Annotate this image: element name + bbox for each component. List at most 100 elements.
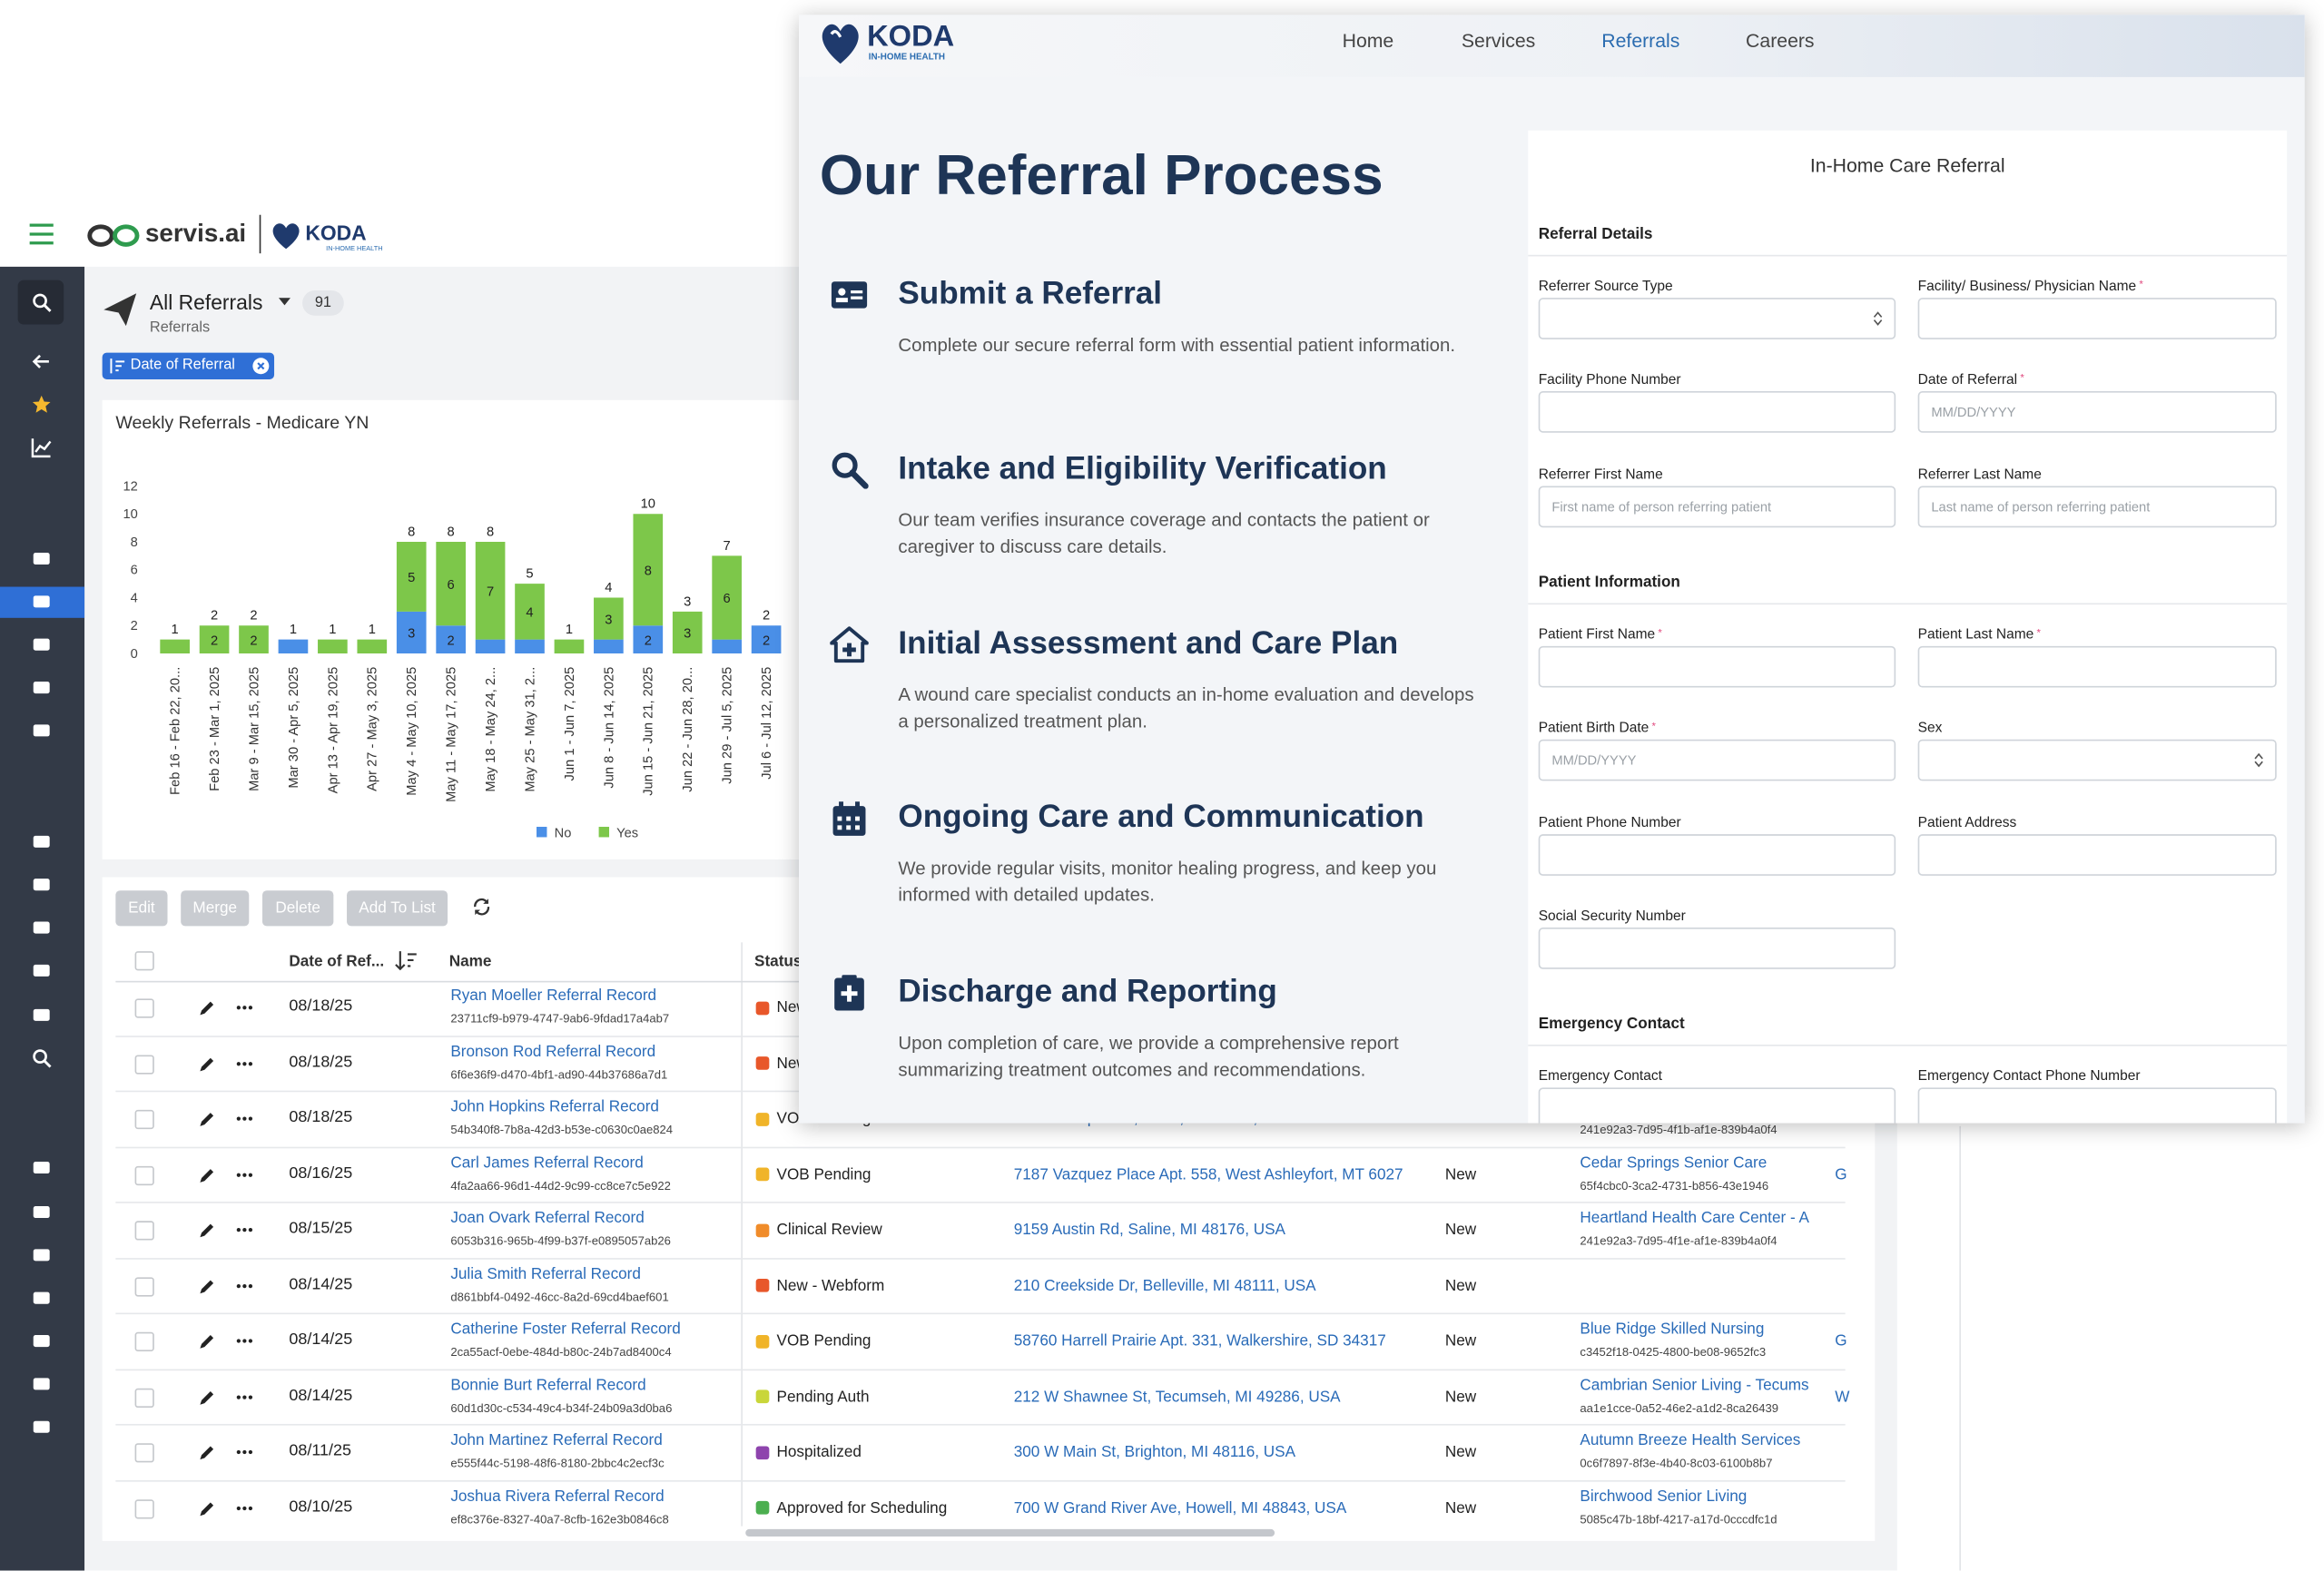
extra-link[interactable]: W	[1835, 1387, 1850, 1406]
text-input[interactable]: MM/DD/YYYY	[1538, 739, 1896, 781]
record-link[interactable]: John Martinez Referral Record	[450, 1431, 663, 1449]
text-input[interactable]	[1538, 645, 1896, 688]
sidebar-icon[interactable]	[31, 351, 52, 372]
row-actions[interactable]	[199, 1388, 261, 1406]
checkbox[interactable]	[134, 998, 154, 1018]
sidebar-icon[interactable]	[31, 1288, 52, 1309]
search-box[interactable]	[17, 280, 64, 325]
list-title[interactable]: All Referrals	[149, 290, 263, 315]
chip-close[interactable]	[251, 356, 271, 377]
text-input[interactable]	[1538, 1087, 1896, 1124]
record-link[interactable]: Joan Ovark Referral Record	[450, 1209, 645, 1227]
address-link[interactable]: 300 W Main St, Brighton, MI 48116, USA	[1013, 1443, 1296, 1461]
row-actions[interactable]	[199, 1055, 261, 1073]
sidebar-icon[interactable]	[31, 634, 52, 655]
checkbox[interactable]	[134, 1498, 154, 1518]
address-link[interactable]: 58760 Harrell Prairie Apt. 331, Walkersh…	[1013, 1331, 1386, 1350]
facility-link[interactable]: Cedar Springs Senior Care	[1580, 1154, 1768, 1172]
text-input[interactable]: Last name of person referring patient	[1917, 486, 2277, 527]
row-actions[interactable]	[199, 1277, 261, 1295]
address-link[interactable]: 7187 Vazquez Place Apt. 558, West Ashley…	[1013, 1165, 1403, 1183]
select-input[interactable]	[1538, 298, 1896, 339]
row-actions[interactable]	[199, 998, 261, 1016]
row-actions[interactable]	[199, 1165, 261, 1183]
address-link[interactable]: 212 W Shawnee St, Tecumseh, MI 49286, US…	[1013, 1387, 1341, 1406]
checkbox[interactable]	[134, 1109, 154, 1130]
sidebar-icon[interactable]	[31, 918, 52, 938]
toolbar-button[interactable]: Add To List	[347, 890, 448, 927]
row-actions[interactable]	[199, 1498, 261, 1517]
text-input[interactable]	[1917, 298, 2277, 339]
record-link[interactable]: Ryan Moeller Referral Record	[450, 987, 657, 1005]
sidebar-icon[interactable]	[31, 1047, 52, 1068]
text-input[interactable]	[1538, 391, 1896, 434]
menu-icon[interactable]	[26, 222, 56, 246]
checkbox[interactable]	[134, 1221, 154, 1241]
sort-chip[interactable]	[102, 352, 275, 379]
checkbox[interactable]	[134, 1054, 154, 1074]
facility-link[interactable]: Heartland Health Care Center - A	[1580, 1209, 1809, 1227]
record-link[interactable]: Bonnie Burt Referral Record	[450, 1375, 646, 1394]
address-link[interactable]: 9159 Austin Rd, Saline, MI 48176, USA	[1013, 1221, 1285, 1239]
checkbox[interactable]	[134, 1331, 154, 1351]
text-input[interactable]	[1538, 833, 1896, 876]
sidebar-icon[interactable]	[31, 720, 52, 741]
nav-link[interactable]: Services	[1461, 29, 1536, 53]
nav-link[interactable]: Home	[1342, 29, 1394, 53]
nav-link[interactable]: Referrals	[1601, 29, 1680, 53]
toolbar-button[interactable]: Edit	[115, 890, 168, 927]
checkbox[interactable]	[134, 1443, 154, 1463]
sidebar-icon[interactable]	[31, 1373, 52, 1394]
caret[interactable]	[278, 298, 290, 307]
facility-link[interactable]: Autumn Breeze Health Services	[1580, 1431, 1801, 1449]
record-link[interactable]: John Hopkins Referral Record	[450, 1097, 659, 1116]
text-input[interactable]	[1917, 833, 2277, 876]
text-input[interactable]	[1917, 645, 2277, 688]
extra-link[interactable]: G	[1835, 1331, 1847, 1350]
checkbox[interactable]	[134, 1387, 154, 1408]
facility-link[interactable]: Birchwood Senior Living	[1580, 1487, 1748, 1505]
record-link[interactable]: Carl James Referral Record	[450, 1154, 644, 1172]
nav-link[interactable]: Careers	[1746, 29, 1815, 53]
row-actions[interactable]	[199, 1110, 261, 1128]
column-header[interactable]: Name	[448, 952, 492, 971]
sidebar-icon[interactable]	[31, 1417, 52, 1438]
sidebar-icon[interactable]	[31, 292, 52, 313]
address-link[interactable]: 210 Creekside Dr, Belleville, MI 48111, …	[1013, 1276, 1316, 1295]
sidebar-icon[interactable]	[31, 394, 52, 415]
sidebar-icon[interactable]	[31, 1330, 52, 1351]
text-input[interactable]	[1917, 1087, 2277, 1124]
column-header[interactable]: Status	[754, 952, 803, 971]
row-actions[interactable]	[199, 1221, 261, 1239]
record-link[interactable]: Julia Smith Referral Record	[450, 1264, 641, 1283]
sidebar-icon[interactable]	[31, 437, 52, 458]
sidebar-icon[interactable]	[31, 677, 52, 698]
sidebar-icon[interactable]	[31, 831, 52, 852]
row-actions[interactable]	[199, 1332, 261, 1350]
column-header[interactable]: Date of Ref...	[289, 952, 385, 971]
toolbar-button[interactable]: Delete	[261, 890, 334, 927]
checkbox[interactable]	[134, 951, 154, 971]
text-input[interactable]: First name of person referring patient	[1538, 486, 1896, 527]
address-link[interactable]: 700 W Grand River Ave, Howell, MI 48843,…	[1013, 1498, 1347, 1517]
record-link[interactable]: Joshua Rivera Referral Record	[450, 1487, 665, 1505]
record-link[interactable]: Catherine Foster Referral Record	[450, 1320, 681, 1339]
refresh-icon[interactable]	[471, 897, 492, 918]
sidebar-icon[interactable]	[31, 1202, 52, 1222]
toolbar-button[interactable]: Merge	[181, 890, 250, 927]
sidebar-icon[interactable]	[31, 960, 52, 981]
text-input[interactable]: MM/DD/YYYY	[1917, 391, 2277, 434]
scrollbar[interactable]	[745, 1528, 1275, 1537]
select-input[interactable]	[1917, 739, 2277, 781]
sidebar-icon[interactable]	[31, 1244, 52, 1265]
checkbox[interactable]	[134, 1276, 154, 1296]
facility-link[interactable]: Cambrian Senior Living - Tecums	[1580, 1375, 1809, 1394]
sidebar-icon[interactable]	[31, 548, 52, 569]
sidebar-icon[interactable]	[31, 591, 52, 612]
sidebar-icon[interactable]	[31, 1157, 52, 1178]
extra-link[interactable]: G	[1835, 1165, 1847, 1183]
facility-link[interactable]: Blue Ridge Skilled Nursing	[1580, 1320, 1765, 1339]
text-input[interactable]	[1538, 928, 1896, 969]
sidebar-icon[interactable]	[31, 1005, 52, 1026]
row-actions[interactable]	[199, 1443, 261, 1461]
